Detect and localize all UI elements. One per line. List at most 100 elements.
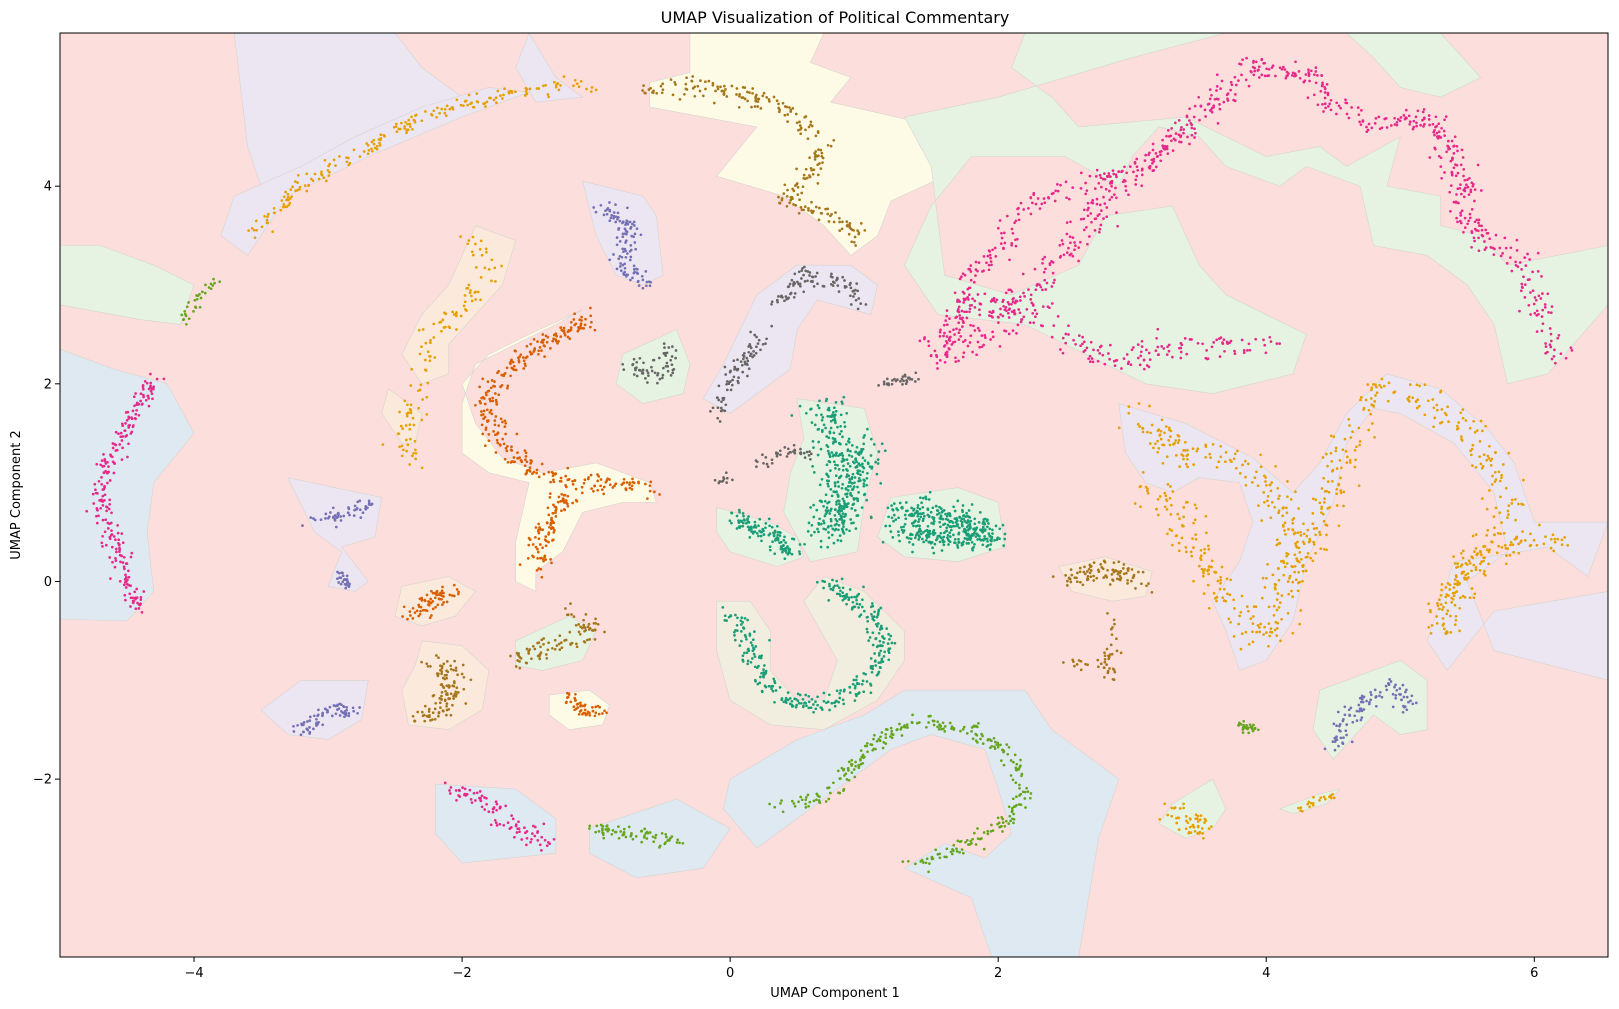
data-point [730,521,733,525]
data-point [559,476,563,480]
data-point [837,499,841,503]
data-point [1292,532,1296,536]
data-point [1140,184,1144,188]
data-point [835,503,838,506]
data-point [405,449,408,453]
data-point [1451,156,1454,160]
data-point [890,516,894,520]
data-point [948,520,952,524]
data-point [1244,630,1248,634]
data-point [303,184,307,187]
data-point [418,352,422,356]
data-point [1509,256,1512,259]
data-point [892,519,895,523]
data-point [751,91,754,95]
data-point [557,495,561,499]
data-point [625,481,629,484]
data-point [1516,265,1520,268]
data-point [740,639,743,643]
data-point [884,736,888,740]
data-point [860,506,864,509]
data-point [101,488,105,491]
data-point [1437,154,1441,158]
data-point [1184,501,1188,504]
data-point [789,196,793,199]
data-point [1006,300,1010,304]
data-point [1504,562,1508,566]
data-point [1169,134,1173,138]
data-point [1052,191,1055,195]
data-point [1395,123,1399,127]
data-point [1423,116,1426,120]
data-point [495,824,499,827]
data-point [1273,628,1277,632]
data-point [1177,828,1181,831]
data-point [254,219,258,223]
data-point [840,507,843,511]
data-point [445,600,449,604]
data-point [752,525,756,529]
data-point [1469,449,1472,453]
data-point [437,710,441,714]
data-point [842,689,846,693]
data-point [1164,425,1168,428]
data-point [834,401,838,404]
data-point [760,671,763,675]
data-point [1176,512,1180,516]
data-point [825,463,829,467]
data-point [117,432,120,436]
data-point [451,684,455,688]
data-point [1377,115,1381,119]
data-point [440,683,444,686]
data-point [1167,343,1171,347]
data-point [1309,556,1312,560]
data-point [1485,458,1489,462]
data-point [690,79,694,83]
data-point [724,87,727,91]
data-point [1086,208,1089,212]
data-point [860,450,864,453]
data-point [1507,513,1510,516]
data-point [1456,149,1459,153]
data-point [825,397,829,401]
data-point [835,490,838,494]
data-point [543,355,546,358]
data-point [924,495,928,499]
data-point [742,521,745,525]
data-point [825,701,828,705]
data-point [841,512,845,515]
data-point [1535,543,1539,547]
data-point [1151,169,1155,173]
data-point [842,459,845,463]
data-point [1062,253,1066,257]
data-point [272,206,276,210]
data-point [579,80,583,83]
data-point [103,459,107,463]
data-point [1305,534,1309,538]
data-point [834,452,838,455]
data-point [848,529,851,533]
data-point [1541,292,1544,295]
data-point [1016,323,1020,327]
data-point [406,403,409,407]
data-point [952,533,955,537]
data-point [1061,242,1065,246]
data-point [1454,200,1458,204]
data-point [1294,578,1298,582]
data-point [1174,132,1178,135]
data-point [116,531,120,535]
data-point [1470,447,1474,451]
data-point [1071,236,1075,239]
data-point [1387,381,1391,385]
data-point [818,483,822,487]
data-point [587,628,591,631]
data-point [104,518,108,522]
data-point [824,207,827,211]
data-point [422,608,426,612]
data-point [850,482,854,485]
data-point [873,660,877,663]
data-point [1089,212,1093,215]
data-point [1202,571,1205,575]
data-point [782,544,785,547]
data-point [827,459,831,463]
